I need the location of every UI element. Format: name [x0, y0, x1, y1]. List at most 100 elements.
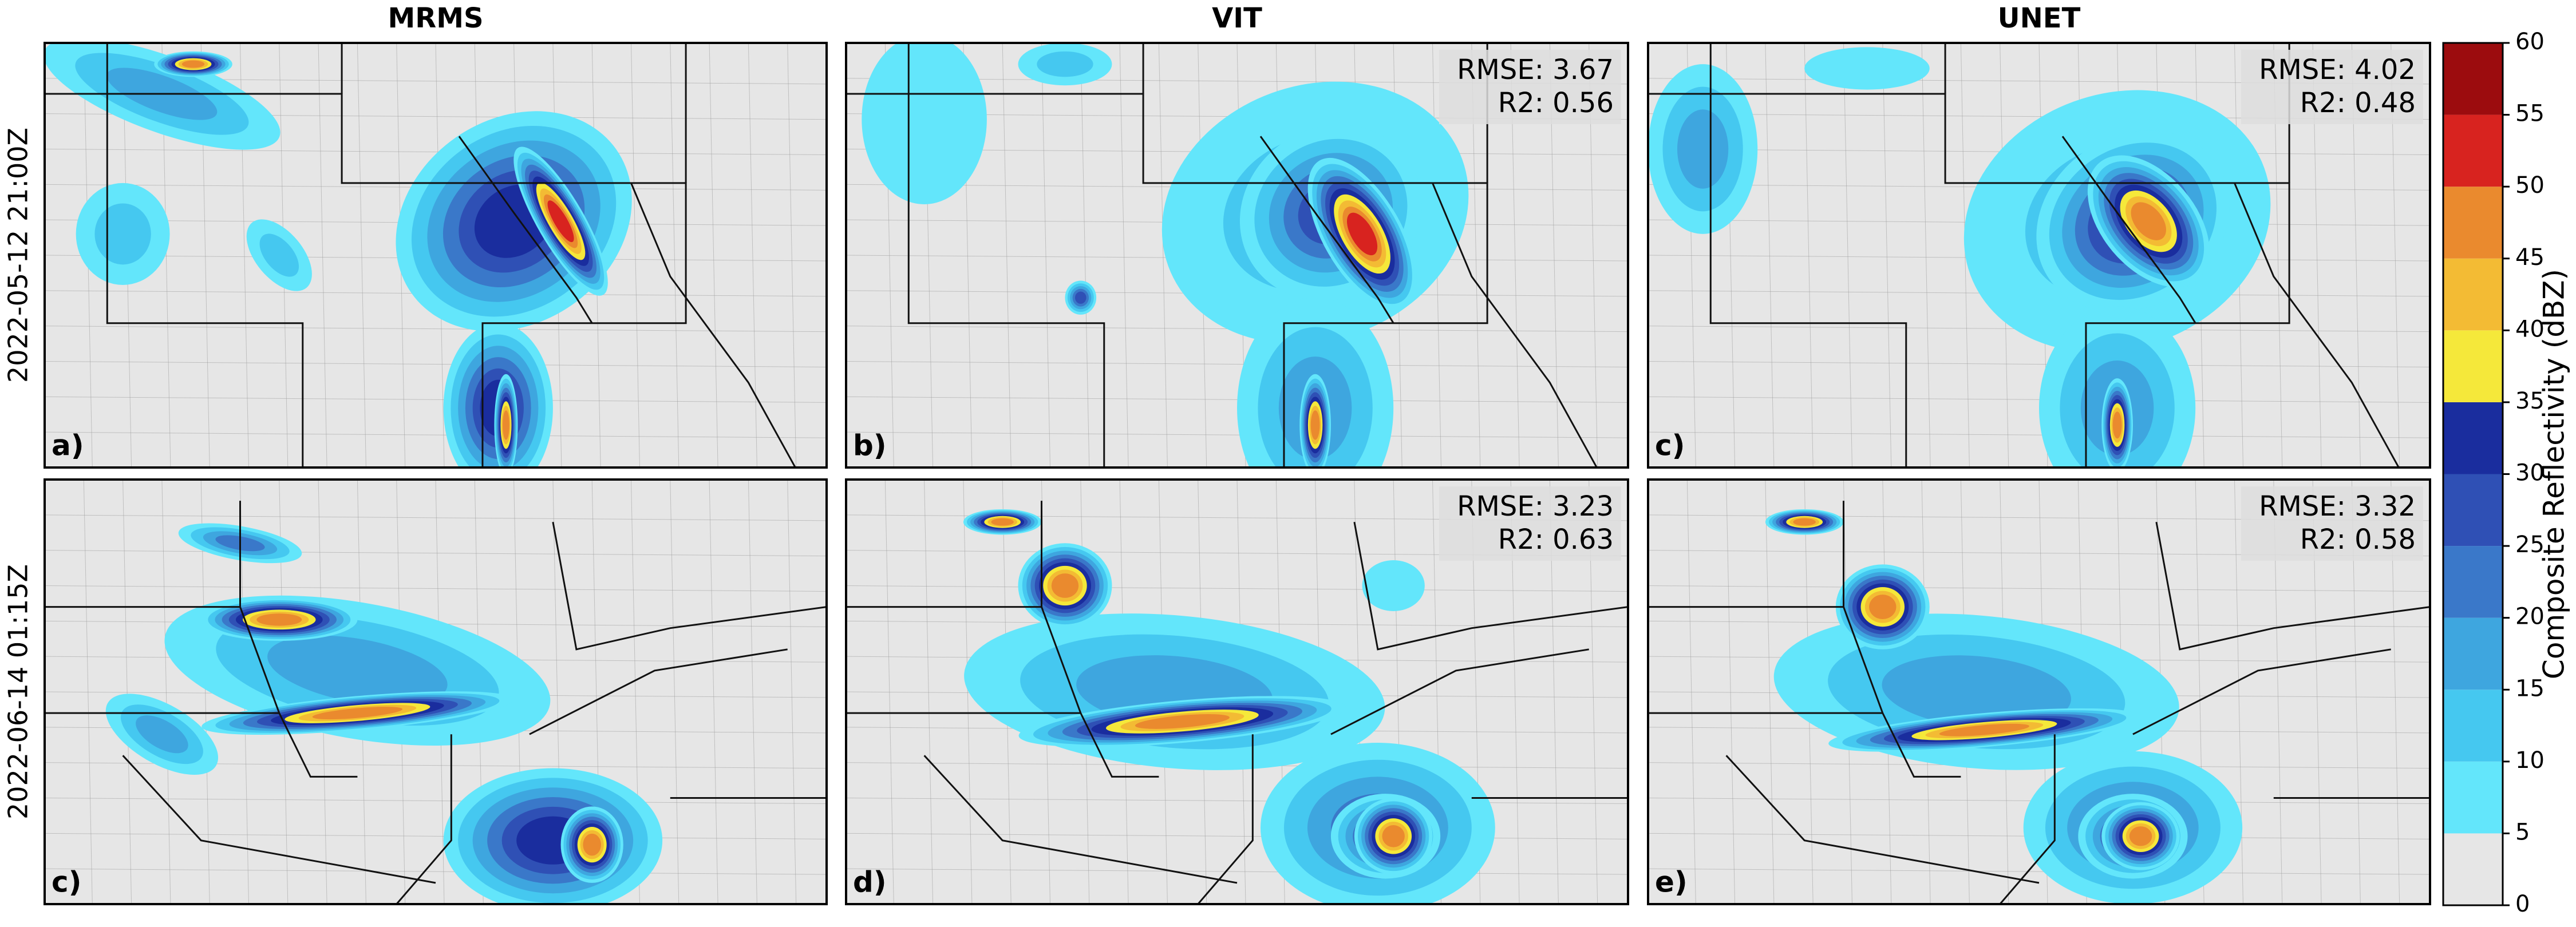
state-border	[630, 183, 796, 468]
colorbar-tick-label: 5	[2515, 819, 2530, 845]
county-line	[846, 868, 1628, 875]
county-line	[846, 833, 1628, 839]
county-line	[1041, 43, 1050, 468]
county-line	[83, 480, 93, 904]
map-panel	[846, 43, 1628, 468]
state-border	[907, 43, 1105, 468]
county-line	[1804, 43, 1814, 468]
county-line	[1648, 396, 2430, 403]
colorbar-bin	[2443, 187, 2503, 259]
reflectivity-area	[1882, 655, 2071, 728]
state-border	[2061, 136, 2196, 324]
county-line	[1648, 361, 2430, 367]
county-line	[846, 361, 1628, 367]
reflectivity-area	[1074, 291, 1086, 304]
reflectivity-area	[1135, 714, 1230, 729]
rmse-annotation: RMSE: 3.67	[1457, 54, 1614, 86]
annotation-box	[2241, 486, 2423, 561]
row-label: 2022-05-12 21:00Z	[3, 128, 34, 383]
reflectivity-area	[1939, 723, 2030, 736]
panel-frame	[1647, 478, 2431, 905]
county-line	[45, 798, 827, 804]
state-border	[1432, 183, 1598, 468]
county-line	[1765, 43, 1775, 468]
county-line	[1158, 43, 1168, 468]
county-line	[709, 43, 718, 468]
colorbar-tick-label: 50	[2515, 172, 2545, 199]
r2-annotation: R2: 0.56	[1498, 87, 1614, 119]
county-line	[45, 149, 827, 155]
state-border	[458, 136, 593, 324]
r2-annotation: R2: 0.63	[1498, 524, 1614, 556]
county-line	[1002, 43, 1012, 468]
state-border	[2132, 648, 2391, 735]
state-border	[396, 734, 452, 904]
panel-label: b)	[853, 429, 887, 462]
county-line	[45, 868, 827, 875]
state-border	[1843, 607, 1961, 778]
colorbar-tick-label: 45	[2515, 244, 2545, 271]
annotation-box	[1439, 50, 1621, 124]
state-border	[1197, 734, 1254, 904]
reflectivity-area	[1793, 518, 1816, 526]
panel-frame	[44, 42, 828, 469]
reflectivity-area	[547, 200, 574, 243]
panel-label: a)	[52, 429, 84, 462]
county-line	[123, 480, 132, 904]
state-border	[106, 43, 304, 468]
reflectivity-area	[1677, 109, 1729, 189]
reflectivity-area	[181, 60, 205, 68]
state-border	[239, 607, 358, 778]
rmse-annotation: RMSE: 3.23	[1457, 490, 1614, 522]
colorbar-bin	[2443, 690, 2503, 762]
county-line	[1686, 480, 1696, 904]
county-line	[1648, 868, 2430, 875]
state-border	[1999, 734, 2056, 904]
county-line	[1882, 43, 1892, 468]
state-border	[1725, 755, 2040, 884]
reflectivity-area	[1869, 595, 1897, 620]
reflectivity-area	[267, 635, 448, 706]
colorbar-bin	[2443, 474, 2503, 546]
county-line	[318, 43, 327, 468]
map-panel	[45, 43, 827, 468]
colorbar-tick-label: 40	[2515, 316, 2545, 342]
county-line	[45, 361, 827, 367]
annotation-box	[2241, 50, 2423, 124]
reflectivity-area	[259, 233, 299, 277]
reflectivity-area	[1037, 51, 1093, 77]
state-border	[923, 755, 1238, 884]
reflectivity-area	[2129, 826, 2152, 846]
reflectivity-area	[2112, 411, 2122, 439]
reflectivity-area	[862, 43, 987, 204]
r2-annotation: R2: 0.48	[2300, 87, 2416, 119]
reflectivity-area	[1346, 212, 1378, 256]
county-line	[787, 43, 797, 468]
map-panel	[45, 480, 827, 904]
reflectivity-area	[94, 203, 151, 265]
state-border	[122, 755, 436, 884]
county-line	[45, 326, 827, 332]
county-line	[884, 480, 894, 904]
colorbar-bin	[2443, 617, 2503, 690]
county-line	[1726, 480, 1736, 904]
reflectivity-area	[1804, 47, 1930, 90]
panel-label: c)	[52, 866, 82, 899]
colorbar-tick-label: 15	[2515, 675, 2545, 702]
state-border	[552, 521, 827, 651]
colorbar-bin	[2443, 546, 2503, 618]
column-title: VIT	[1212, 2, 1262, 34]
county-line	[709, 480, 718, 904]
state-border	[1330, 648, 1589, 735]
county-line	[161, 480, 171, 904]
county-line	[846, 431, 1628, 438]
column-title: UNET	[1998, 2, 2081, 34]
panel-frame	[845, 478, 1629, 905]
reflectivity-area	[1362, 560, 1425, 612]
county-line	[1080, 43, 1090, 468]
colorbar-tick-label: 35	[2515, 388, 2545, 414]
reflectivity-area	[256, 613, 302, 626]
colorbar-label: Composite Reflectivity (dBZ)	[2538, 269, 2571, 679]
r2-annotation: R2: 0.58	[2300, 524, 2416, 556]
